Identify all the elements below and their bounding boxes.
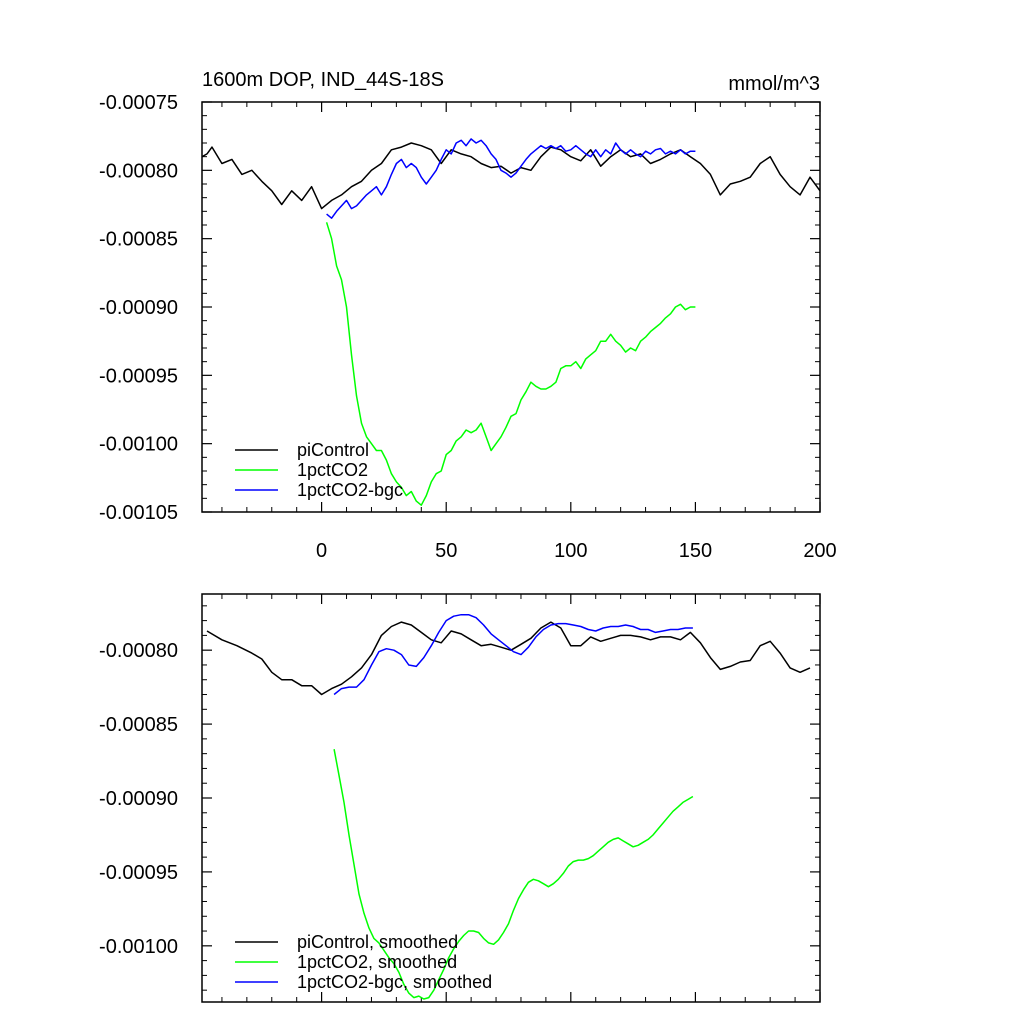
panel1-x-tick-label: 0 — [316, 540, 327, 562]
panel2-series-line-3 — [333, 613, 693, 696]
panel1-y-tick-label: -0.00080 — [99, 160, 178, 182]
panel1-legend-label-2: 1pctCO2 — [297, 460, 368, 480]
panel2-legend-label-2: 1pctCO2, smoothed — [297, 952, 457, 972]
panel2-y-tick-label: -0.00100 — [99, 936, 178, 958]
panel2-legend-label-1: piControl, smoothed — [297, 932, 458, 952]
panel1-y-tick-label: -0.00085 — [99, 229, 178, 251]
panel2-series-line-2 — [333, 749, 694, 1000]
panel1-series-line-3 — [326, 138, 696, 219]
panel2-y-tick-label: -0.00095 — [99, 862, 178, 884]
panel1-x-tick-label: 200 — [803, 540, 836, 562]
panel1-x-tick-label: 150 — [679, 540, 712, 562]
panel1-legend-label-3: 1pctCO2-bgc — [297, 480, 403, 500]
panel1-series-line-2 — [325, 222, 696, 506]
panel2-series-line-1 — [206, 621, 811, 696]
panel2-plot-frame — [201, 593, 821, 1003]
panel1-x-tick-label: 50 — [435, 540, 457, 562]
panel1-y-tick-label: -0.00095 — [99, 365, 178, 387]
panel2-legend-label-3: 1pctCO2-bgc, smoothed — [297, 972, 492, 992]
panel1-x-tick-label: 100 — [554, 540, 587, 562]
panel1-legend-label-1: piControl — [297, 440, 369, 460]
panel1-units-label: mmol/m^3 — [728, 73, 820, 95]
panel2-y-tick-label: -0.00080 — [99, 640, 178, 662]
panel1-y-tick-label: -0.00090 — [99, 297, 178, 319]
panel1-y-tick-label: -0.00105 — [99, 502, 178, 524]
panel1-y-tick-label: -0.00100 — [99, 434, 178, 456]
panel1-series-line-1 — [202, 142, 820, 210]
panel1-title: 1600m DOP, IND_44S-18S — [202, 69, 444, 91]
panel1-plot-frame — [201, 101, 821, 513]
panel2-y-tick-label: -0.00085 — [99, 714, 178, 736]
panel2-y-tick-label: -0.00090 — [99, 788, 178, 810]
panel1-y-tick-label: -0.00075 — [99, 92, 178, 114]
